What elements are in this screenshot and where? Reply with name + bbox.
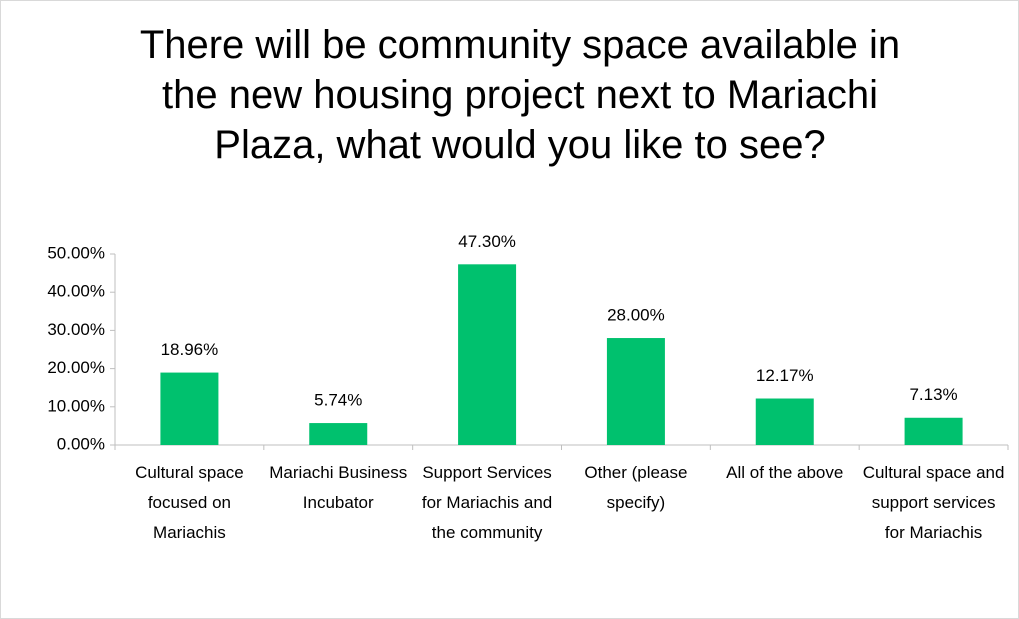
bar (160, 372, 219, 445)
x-tick-label: Support Services for Mariachis and the c… (421, 463, 553, 542)
data-label: 47.30% (458, 232, 516, 251)
bar (904, 417, 963, 445)
y-tick-label: 10.00% (47, 396, 105, 415)
data-label: 12.17% (756, 366, 814, 385)
bar (458, 264, 517, 445)
data-label: 7.13% (909, 385, 957, 404)
y-tick-label: 50.00% (47, 243, 105, 262)
bar (755, 398, 814, 445)
y-tick-label: 30.00% (47, 320, 105, 339)
data-label: 18.96% (161, 340, 219, 359)
x-tick-label: All of the above (726, 463, 844, 482)
chart-title: There will be community space available … (139, 23, 901, 167)
x-tick-label: Cultural space and support services for … (862, 463, 1005, 542)
y-tick-label: 40.00% (47, 282, 105, 301)
y-tick-label: 20.00% (47, 358, 105, 377)
x-tick-label: Other (please specify) (584, 463, 688, 512)
bar (309, 423, 368, 445)
data-label: 5.74% (314, 391, 362, 410)
x-tick-label: Mariachi Business Incubator (269, 463, 408, 512)
x-tick-label: Cultural space focused on Mariachis (135, 463, 244, 542)
y-tick-label: 0.00% (57, 434, 105, 453)
data-label: 28.00% (607, 306, 665, 325)
bar (606, 338, 665, 445)
